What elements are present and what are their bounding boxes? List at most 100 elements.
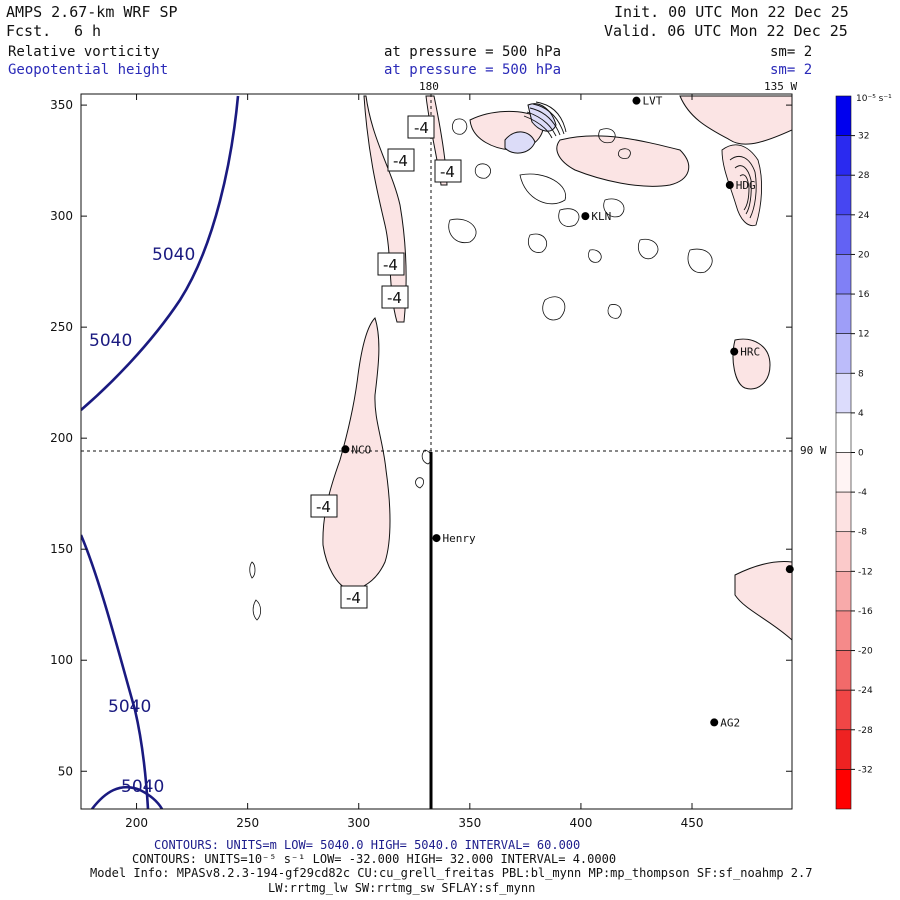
- colorbar-swatch: [835, 729, 852, 770]
- colorbar-label: 24: [858, 211, 870, 221]
- station-hrc: HRC: [730, 346, 760, 359]
- colorbar-label: 20: [858, 250, 870, 260]
- vorticity-label: -4: [346, 589, 361, 607]
- station-label: KLN: [591, 210, 611, 223]
- height-contour-5040-south: [81, 534, 150, 809]
- y-tick-label: 100: [50, 653, 73, 667]
- x-tick-label: 450: [681, 816, 704, 830]
- height-label: 5040: [152, 245, 195, 265]
- y-tick-label: 300: [50, 209, 73, 223]
- colorbar-unit: 10⁻⁵ s⁻¹: [856, 94, 892, 104]
- station-label: HRC: [740, 346, 760, 359]
- vorticity-patch-kln: [556, 135, 690, 187]
- colorbar-swatch: [835, 135, 852, 176]
- station-dot: [432, 534, 441, 543]
- colorbar-label: -8: [858, 528, 867, 538]
- colorbar-swatch: [835, 95, 852, 136]
- station-unnamed: [785, 565, 794, 574]
- colorbar-label: -4: [858, 488, 867, 498]
- station-dot: [785, 565, 794, 574]
- colorbar-label: -32: [858, 765, 873, 775]
- station-dot: [730, 347, 739, 356]
- colorbar-label: -28: [858, 726, 873, 736]
- meridian-135w-label: 135 W: [764, 80, 798, 93]
- footer-model-info-2: LW:rrtmg_lw SW:rrtmg_sw SFLAY:sf_mynn: [268, 881, 536, 895]
- colorbar-swatch: [835, 372, 852, 414]
- station-kln: KLN: [581, 210, 611, 223]
- vorticity-label: -4: [316, 498, 331, 516]
- station-dot: [581, 212, 590, 221]
- height-label: 5040: [121, 777, 164, 797]
- colorbar-swatch: [835, 214, 852, 255]
- colorbar-label: 16: [858, 290, 870, 300]
- height-contour-5040-corner: [90, 785, 164, 809]
- colorbar-swatch: [835, 254, 852, 295]
- field2-smoothing: sm= 2: [770, 62, 813, 78]
- x-axis: 200 250 300 350 400 450: [125, 94, 703, 830]
- colorbar-label: 32: [858, 132, 869, 142]
- vorticity-label-box: -4: [340, 585, 368, 609]
- vorticity-negative-patch-2: [504, 131, 536, 154]
- colorbar-swatch: [835, 452, 852, 493]
- station-dot: [725, 181, 734, 190]
- station-markers: LVT HDG KLN HRC NCO Henry AG2: [341, 95, 794, 729]
- vorticity-contour-cluster-lvt: [523, 101, 567, 139]
- colorbar-swatch: [835, 531, 852, 572]
- station-hdg: HDG: [725, 179, 756, 192]
- meridian-180-label: 180: [419, 80, 439, 93]
- station-label: LVT: [642, 95, 662, 108]
- colorbar: 10⁻⁵ s⁻¹ 32 28 24 20 16 12 8 4 0 -4 -8 -12 -16 -20 -24…: [835, 94, 892, 810]
- station-lvt: LVT: [632, 95, 663, 108]
- station-ag2: AG2: [710, 716, 740, 729]
- vorticity-label: -4: [387, 289, 402, 307]
- colorbar-swatch: [835, 174, 852, 216]
- y-tick-label: 200: [50, 431, 73, 445]
- colorbar-label: -12: [858, 567, 873, 577]
- colorbar-swatch: [835, 293, 852, 334]
- x-tick-label: 400: [569, 816, 592, 830]
- x-tick-label: 300: [347, 816, 370, 830]
- y-tick-label: 350: [50, 98, 73, 112]
- vorticity-negative-patch-1: [527, 103, 557, 132]
- station-label: NCO: [351, 443, 371, 456]
- colorbar-label: 12: [858, 330, 869, 340]
- init-time: Init. 00 UTC Mon 22 Dec 25: [614, 3, 849, 21]
- colorbar-swatch: [835, 571, 852, 612]
- colorbar-label: -20: [858, 647, 873, 657]
- field1-smoothing: sm= 2: [770, 44, 813, 60]
- vorticity-label: -4: [383, 256, 398, 274]
- colorbar-label: 8: [858, 369, 864, 379]
- footer-model-info: Model Info: MPASv8.2.3-194-gf29cd82c CU:…: [90, 866, 813, 880]
- colorbar-label: 28: [858, 171, 870, 181]
- vorticity-label: -4: [440, 163, 455, 181]
- y-tick-label: 50: [58, 764, 73, 778]
- x-tick-label: 200: [125, 816, 148, 830]
- vorticity-label: -4: [414, 119, 429, 137]
- vorticity-contour-cluster-hdg: [721, 144, 763, 227]
- footer-height-contours: CONTOURS: UNITS=m LOW= 5040.0 HIGH= 5040…: [154, 838, 581, 852]
- vorticity-label-box: -4: [381, 285, 409, 309]
- field2-name: Geopotential height: [8, 62, 169, 78]
- y-tick-label: 150: [50, 542, 73, 556]
- y-tick-label: 250: [50, 320, 73, 334]
- station-henry: Henry: [432, 532, 476, 545]
- station-label: AG2: [720, 716, 740, 729]
- forecast-label: Fcst.: [6, 22, 52, 40]
- vorticity-label: -4: [393, 152, 408, 170]
- field1-level: at pressure = 500 hPa: [384, 44, 562, 60]
- meridian-90w-label: 90 W: [800, 444, 827, 457]
- vorticity-label-box: -4: [310, 494, 338, 518]
- y-axis: 50 100 150 200 250 300 350: [50, 98, 792, 778]
- colorbar-swatch: [835, 412, 852, 453]
- vorticity-patch-ne: [679, 95, 792, 145]
- field2-level: at pressure = 500 hPa: [384, 62, 562, 78]
- vorticity-label-box: -4: [377, 252, 405, 276]
- plot-frame: [80, 93, 793, 810]
- model-title: AMPS 2.67-km WRF SP: [6, 3, 178, 21]
- station-dot: [710, 718, 719, 727]
- vorticity-labels: -4 -4 -4 -4 -4 -4 -4: [310, 115, 462, 609]
- colorbar-swatch: [835, 650, 852, 691]
- x-tick-label: 350: [458, 816, 481, 830]
- colorbar-swatch: [835, 491, 852, 533]
